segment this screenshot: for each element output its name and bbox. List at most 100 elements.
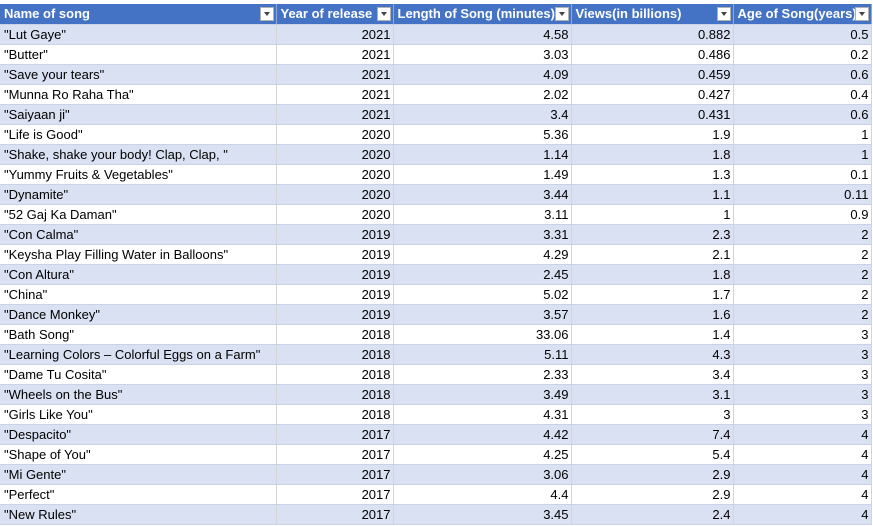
cell: 2018 (276, 404, 394, 425)
cell: 4 (733, 504, 872, 525)
cell: 3.1 (571, 384, 734, 405)
cell: 7.4 (571, 424, 734, 445)
cell: 3 (733, 364, 872, 385)
cell: 2021 (276, 24, 394, 45)
cell: "Wheels on the Bus" (0, 384, 277, 405)
cell: 2021 (276, 84, 394, 105)
cell: "Bath Song" (0, 324, 277, 345)
cell: 0.459 (571, 64, 734, 85)
data-row: "Con Altura" 2019 2.45 1.8 2 (0, 264, 872, 285)
cell: 2020 (276, 184, 394, 205)
cell: 5.36 (393, 124, 572, 145)
data-row: "Butter" 2021 3.03 0.486 0.2 (0, 44, 872, 65)
data-row: "Learning Colors – Colorful Eggs on a Fa… (0, 344, 872, 365)
cell: 2017 (276, 464, 394, 485)
header-row: Name of song Year of release Length of Son… (0, 4, 872, 25)
data-row: "Dynamite" 2020 3.44 1.1 0.11 (0, 184, 872, 205)
cell: 3.03 (393, 44, 572, 65)
cell: 2021 (276, 64, 394, 85)
cell: 2 (733, 244, 872, 265)
cell: 1.9 (571, 124, 734, 145)
data-row: "New Rules" 2017 3.45 2.4 4 (0, 504, 872, 525)
cell: "China" (0, 284, 277, 305)
data-row: "Saiyaan ji" 2021 3.4 0.431 0.6 (0, 104, 872, 125)
cell: 0.486 (571, 44, 734, 65)
data-row: "Lut Gaye" 2021 4.58 0.882 0.5 (0, 24, 872, 45)
cell: 0.5 (733, 24, 872, 45)
cell: 2019 (276, 284, 394, 305)
cell: 2021 (276, 44, 394, 65)
cell: 0.6 (733, 64, 872, 85)
cell: 5.11 (393, 344, 572, 365)
filter-button[interactable] (554, 7, 569, 21)
cell: 3.4 (571, 364, 734, 385)
filter-button[interactable] (854, 7, 869, 21)
data-row: "Wheels on the Bus" 2018 3.49 3.1 3 (0, 384, 872, 405)
header-text: Age of Song(years) (737, 6, 857, 22)
cell: 3 (733, 344, 872, 365)
cell: 2017 (276, 444, 394, 465)
cell: 2 (733, 224, 872, 245)
header-cell: Length of Song (minutes) (393, 4, 572, 25)
cell: "New Rules" (0, 504, 277, 525)
cell: 3 (733, 404, 872, 425)
cell: "Perfect" (0, 484, 277, 505)
cell: "Con Altura" (0, 264, 277, 285)
cell: 2017 (276, 424, 394, 445)
data-row: "China" 2019 5.02 1.7 2 (0, 284, 872, 305)
data-row: "Con Calma" 2019 3.31 2.3 2 (0, 224, 872, 245)
filter-button[interactable] (376, 7, 391, 21)
cell: 0.4 (733, 84, 872, 105)
cell: 4 (733, 484, 872, 505)
cell: "Despacito" (0, 424, 277, 445)
cell: 4.09 (393, 64, 572, 85)
cell: 1.1 (571, 184, 734, 205)
cell: 2019 (276, 244, 394, 265)
data-row: "Munna Ro Raha Tha" 2021 2.02 0.427 0.4 (0, 84, 872, 105)
cell: 2018 (276, 324, 394, 345)
cell: 4.42 (393, 424, 572, 445)
cell: 1 (571, 204, 734, 225)
cell: 2019 (276, 264, 394, 285)
cell: "Yummy Fruits & Vegetables" (0, 164, 277, 185)
cell: "Lut Gaye" (0, 24, 277, 45)
cell: 2.3 (571, 224, 734, 245)
header-text: Name of song (4, 6, 90, 22)
data-row: "Dance Monkey" 2019 3.57 1.6 2 (0, 304, 872, 325)
cell: 0.6 (733, 104, 872, 125)
cell: 1.7 (571, 284, 734, 305)
data-row: "Despacito" 2017 4.42 7.4 4 (0, 424, 872, 445)
cell: 4 (733, 444, 872, 465)
data-row: "52 Gaj Ka Daman" 2020 3.11 1 0.9 (0, 204, 872, 225)
cell: 4.25 (393, 444, 572, 465)
filter-button[interactable] (259, 7, 274, 21)
cell: 2020 (276, 124, 394, 145)
cell: 2 (733, 264, 872, 285)
data-row: "Mi Gente" 2017 3.06 2.9 4 (0, 464, 872, 485)
cell: 3 (571, 404, 734, 425)
cell: 1.14 (393, 144, 572, 165)
cell: 2.9 (571, 484, 734, 505)
cell: 1.8 (571, 144, 734, 165)
cell: 2018 (276, 344, 394, 365)
cell: 2019 (276, 304, 394, 325)
cell: 2.1 (571, 244, 734, 265)
cell: 2.4 (571, 504, 734, 525)
cell: "Learning Colors – Colorful Eggs on a Fa… (0, 344, 277, 365)
data-row: "Keysha Play Filling Water in Balloons" 2… (0, 244, 872, 265)
data-row: "Save your tears" 2021 4.09 0.459 0.6 (0, 64, 872, 85)
filter-button[interactable] (716, 7, 731, 21)
cell: 2017 (276, 504, 394, 525)
cell: 2020 (276, 144, 394, 165)
data-row: "Girls Like You" 2018 4.31 3 3 (0, 404, 872, 425)
cell: 2 (733, 304, 872, 325)
cell: 1.8 (571, 264, 734, 285)
cell: 5.4 (571, 444, 734, 465)
header-cell: Views(in billions) (571, 4, 734, 25)
cell: 2020 (276, 164, 394, 185)
cell: 3.11 (393, 204, 572, 225)
cell: 1.6 (571, 304, 734, 325)
cell: 1.3 (571, 164, 734, 185)
cell: 2.9 (571, 464, 734, 485)
